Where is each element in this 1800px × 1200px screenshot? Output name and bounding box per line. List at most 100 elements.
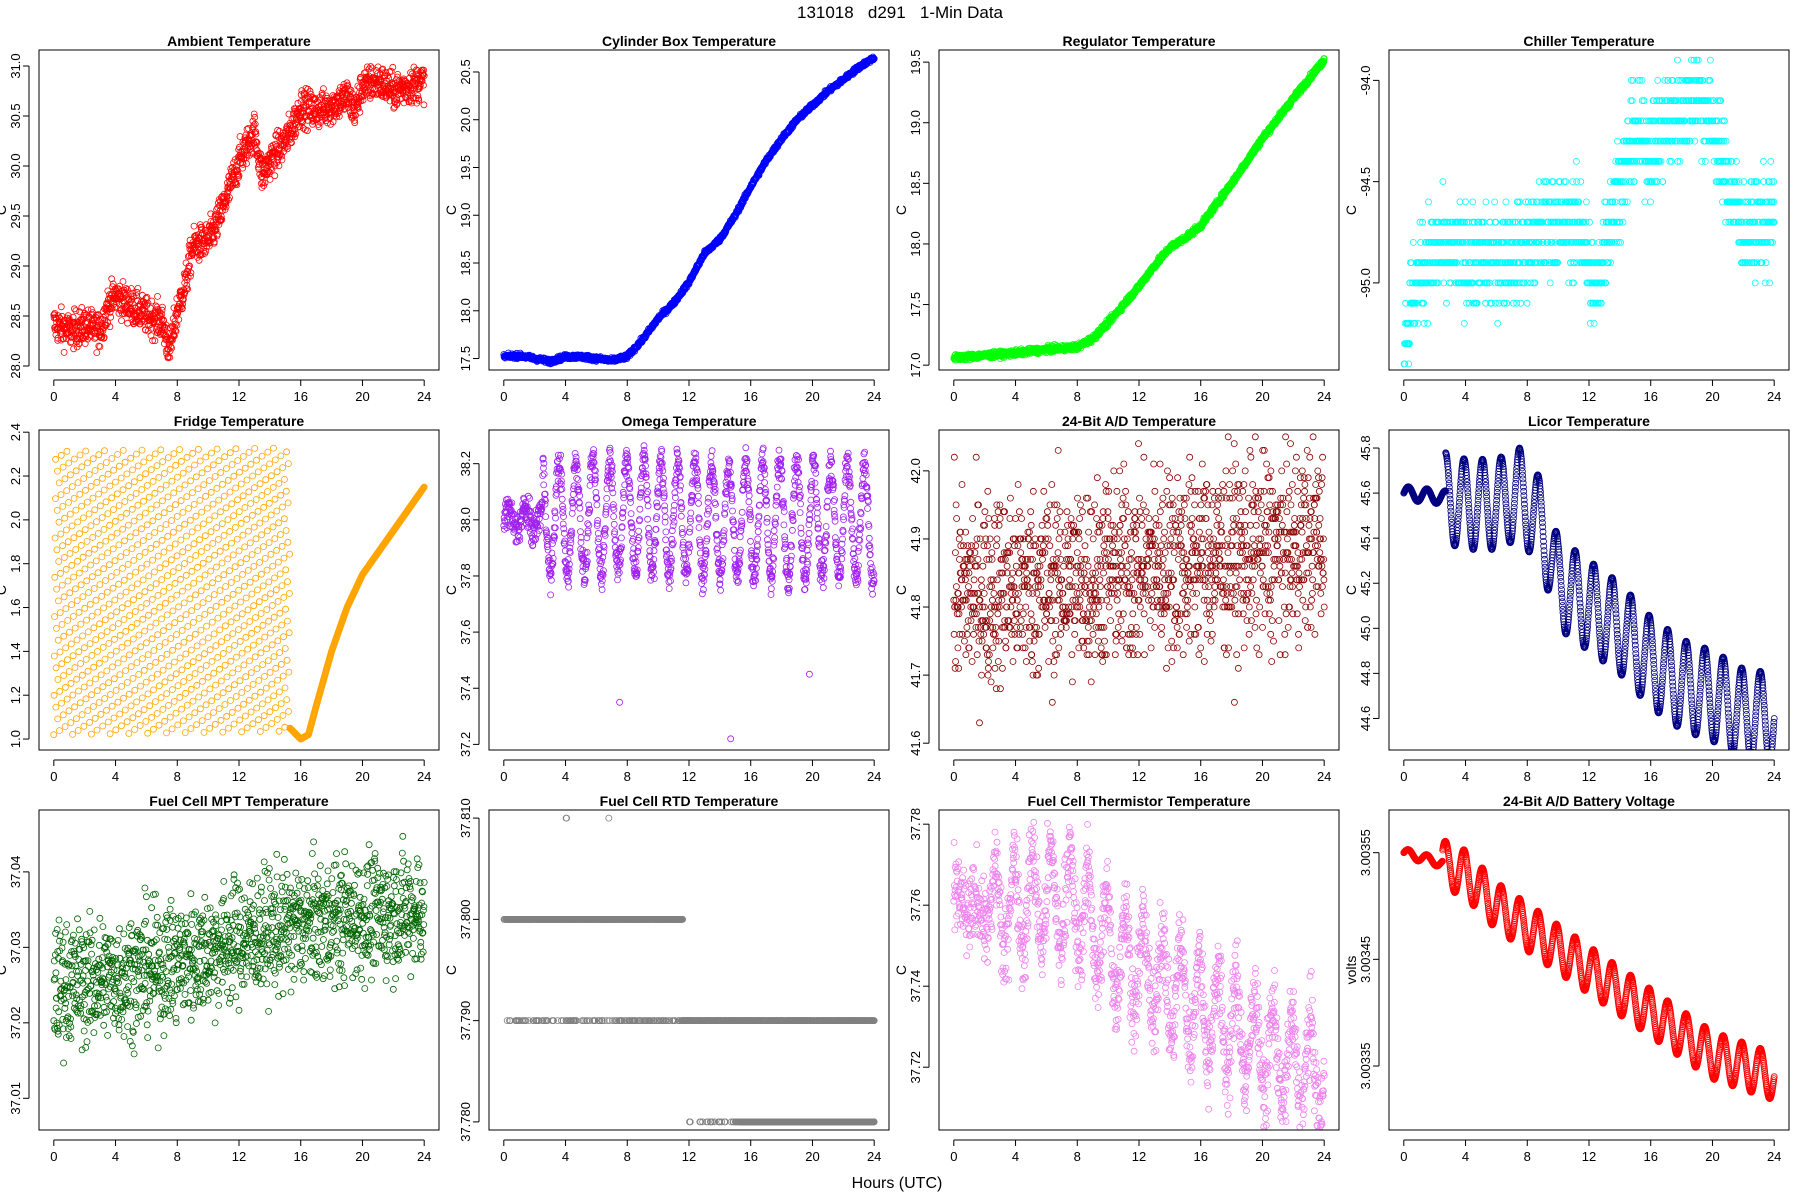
data-point [347, 86, 355, 94]
data-point [72, 307, 80, 315]
data-point [1424, 319, 1432, 327]
y-tick-label: 17.5 [908, 292, 923, 317]
data-point [218, 216, 226, 224]
data-point [266, 175, 274, 183]
data-point [683, 283, 691, 291]
data-point [380, 72, 388, 80]
data-point [1511, 218, 1519, 226]
data-point [1419, 218, 1426, 226]
data-point [127, 285, 135, 292]
data-point [1422, 259, 1430, 267]
data-point [251, 113, 259, 121]
data-point [259, 179, 267, 187]
data-point [255, 165, 263, 173]
data-point [1514, 218, 1522, 226]
data-point [107, 313, 115, 321]
data-point [348, 98, 356, 105]
data-point [389, 63, 397, 71]
data-point [57, 303, 65, 311]
data-point [1420, 299, 1427, 307]
data-point [1494, 259, 1501, 267]
data-point [1495, 299, 1503, 307]
x-tick-label: 12 [682, 389, 696, 404]
data-point [1523, 299, 1531, 307]
data-point [107, 304, 115, 312]
data-point [356, 108, 364, 116]
x-tick-label: 20 [355, 389, 369, 404]
data-point [1544, 238, 1552, 246]
data-point [252, 130, 260, 138]
data-point [1486, 279, 1493, 287]
data-point [419, 81, 427, 89]
data-point [162, 331, 170, 339]
data-point [1409, 238, 1417, 246]
data-point [1524, 198, 1532, 206]
data-point [283, 145, 291, 153]
data-point [271, 162, 279, 170]
data-point [416, 82, 424, 89]
data-point [117, 306, 125, 314]
data-point [179, 295, 187, 303]
data-point [183, 281, 191, 289]
y-tick-label: 18.0 [908, 231, 923, 256]
y-tick-label: 17.0 [908, 352, 923, 377]
y-tick-label: 17.5 [458, 346, 473, 371]
data-point [64, 312, 72, 320]
data-point [1407, 319, 1415, 327]
data-point [415, 96, 423, 104]
figure-title: 131018 d291 1-Min Data [797, 3, 1004, 22]
data-point [106, 323, 114, 331]
data-point [363, 63, 371, 71]
data-point [1468, 238, 1476, 246]
data-point [119, 278, 127, 285]
data-point [106, 308, 114, 316]
data-point [139, 305, 147, 313]
data-point [77, 323, 84, 331]
data-point [1439, 178, 1447, 186]
data-point [315, 123, 323, 131]
data-point [250, 129, 258, 136]
data-point [156, 309, 164, 317]
data-point [276, 127, 284, 135]
data-point [1500, 218, 1507, 226]
y-tick-label: 30.5 [8, 103, 23, 128]
y-tick-label: 28.5 [8, 303, 23, 328]
data-point [1409, 279, 1417, 287]
data-point [299, 124, 307, 132]
data-point [78, 303, 86, 311]
data-point [1463, 299, 1470, 307]
data-point [52, 323, 59, 331]
data-point [166, 353, 174, 361]
data-point [175, 316, 183, 323]
data-point [1492, 299, 1499, 307]
data-point [197, 226, 205, 234]
y-tick-label: 29.5 [8, 203, 23, 228]
y-axis-label: C [0, 205, 9, 215]
data-point [141, 317, 149, 325]
data-point [250, 110, 258, 118]
x-tick-label: 24 [867, 389, 881, 404]
data-point [278, 152, 286, 160]
data-point [291, 133, 299, 141]
data-point [1501, 218, 1509, 226]
data-point [183, 276, 191, 284]
data-point [251, 120, 259, 128]
data-point [129, 289, 137, 297]
data-point [284, 142, 292, 150]
x-tick-label: 16 [293, 389, 307, 404]
y-tick-label: 29.0 [8, 253, 23, 278]
data-point [95, 342, 103, 350]
data-point [1320, 55, 1328, 62]
x-tick-label: 8 [174, 389, 181, 404]
data-point [1484, 279, 1491, 287]
data-point [232, 180, 240, 188]
data-point [84, 335, 91, 343]
data-point [172, 320, 179, 328]
data-point [1488, 299, 1495, 307]
data-point [394, 71, 402, 78]
y-tick-label: 31.0 [8, 53, 23, 78]
data-point [313, 114, 321, 122]
data-point [261, 179, 269, 187]
data-point [1520, 279, 1528, 287]
